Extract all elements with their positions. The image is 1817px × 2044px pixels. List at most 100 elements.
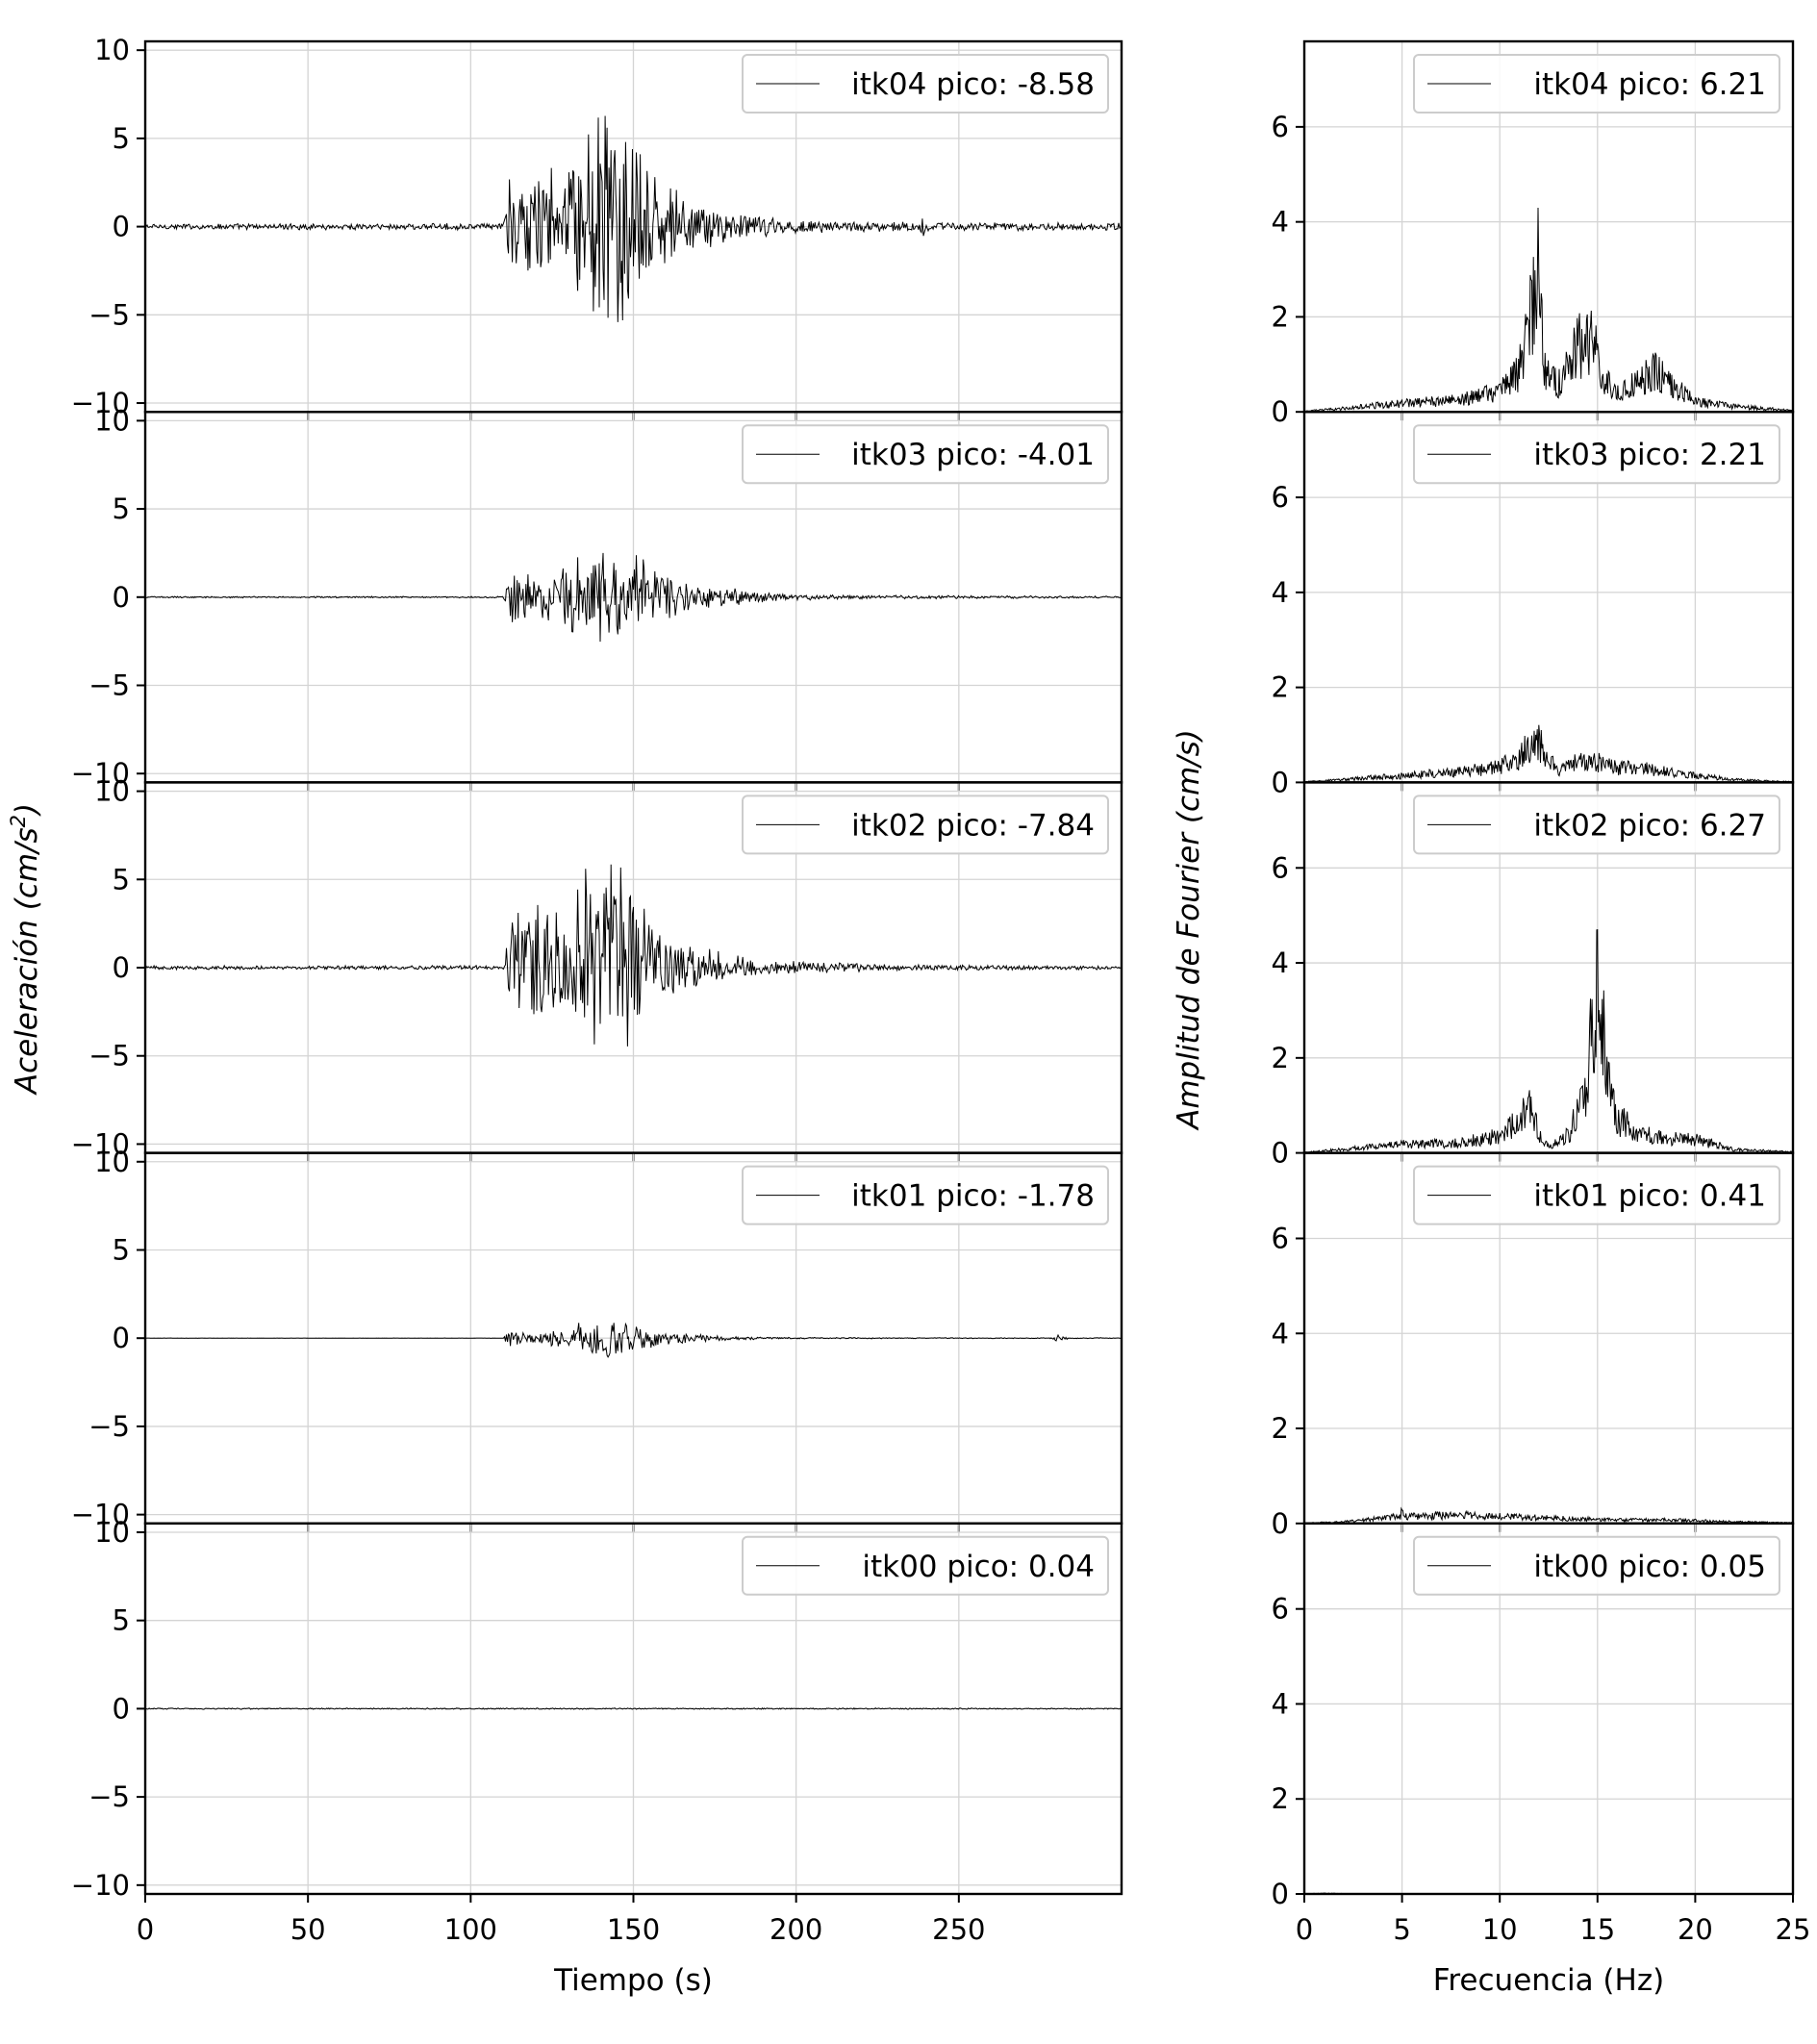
x-tick-label: 250	[932, 1913, 985, 1946]
waveform-line-itk02	[144, 864, 1122, 1047]
y-tick-label: 0	[1272, 1137, 1289, 1170]
legend-itk00: itk00 pico: 0.04	[742, 1535, 1109, 1596]
x-tick-label: 50	[290, 1913, 326, 1946]
legend-itk02: itk02 pico: 6.27	[1413, 795, 1780, 855]
spectrum-subplot-itk03: 0 2 4 6 itk03 pico: 2.21	[1272, 411, 1795, 798]
x-tick-label: 15	[1579, 1913, 1615, 1946]
y-tick-label: −5	[88, 1780, 130, 1813]
waveform-line-itk03	[144, 552, 1122, 643]
y-tick-label: −10	[71, 1499, 130, 1531]
y-tick-label: 0	[1272, 1507, 1289, 1540]
y-tick-label: 10	[94, 34, 130, 66]
y-tick-label: 4	[1272, 1317, 1289, 1350]
legend-label-itk00: itk00 pico: 0.05	[1533, 1550, 1766, 1584]
y-tick-label: 10	[94, 775, 130, 808]
axes-frame	[1302, 1522, 1795, 1896]
y-tick-label: 2	[1272, 1042, 1289, 1074]
y-tick-label: 6	[1272, 851, 1289, 884]
legend-label-itk03: itk03 pico: -4.01	[851, 438, 1095, 472]
x-tick-label: 200	[770, 1913, 822, 1946]
legend-itk04: itk04 pico: 6.21	[1413, 54, 1780, 114]
legend-label-itk01: itk01 pico: 0.41	[1533, 1179, 1766, 1214]
legend-itk03: itk03 pico: -4.01	[742, 424, 1109, 485]
subplots: −10 −5 0 5 10 itk04 pico: -8.58 −10 −5 0 5 10 itk03…	[7, 34, 1810, 1998]
y-tick-label: 2	[1272, 671, 1289, 704]
legend-itk04: itk04 pico: -8.58	[742, 54, 1109, 114]
x-tick-label: 25	[1776, 1913, 1811, 1946]
y-axis-title-waveforms: Aceleración (cm/s2)	[7, 803, 44, 1096]
y-tick-label: 6	[1272, 111, 1289, 143]
ylabel-close: )	[10, 803, 44, 817]
legend-box	[742, 1535, 1109, 1596]
y-tick-label: 10	[94, 404, 130, 437]
waveform-line-itk01	[144, 1322, 1122, 1358]
legend-box	[1413, 1165, 1780, 1225]
x-tick-label: 20	[1678, 1913, 1713, 1946]
waveform-subplot-itk04: −10 −5 0 5 10 itk04 pico: -8.58	[71, 34, 1123, 421]
legend-box	[1413, 795, 1780, 855]
legend-box	[1413, 54, 1780, 114]
legend-label-itk04: itk04 pico: -8.58	[851, 67, 1095, 102]
y-tick-label: −10	[71, 1869, 130, 1902]
y-tick-label: 6	[1272, 1222, 1289, 1254]
y-tick-label: 0	[1272, 1878, 1289, 1910]
y-tick-label: −5	[88, 298, 130, 331]
legend-box	[742, 54, 1109, 114]
x-tick-label: 150	[607, 1913, 660, 1946]
y-tick-label: −10	[71, 387, 130, 419]
legend-itk03: itk03 pico: 2.21	[1413, 424, 1780, 485]
y-tick-label: 0	[1272, 766, 1289, 798]
y-tick-label: 6	[1272, 481, 1289, 514]
y-tick-label: 0	[113, 581, 130, 614]
y-tick-label: 6	[1272, 1593, 1289, 1626]
spectrum-line-itk01	[1303, 1506, 1793, 1525]
y-tick-label: 4	[1272, 206, 1289, 239]
waveform-subplot-itk03: −10 −5 0 5 10 itk03 pico: -4.01	[71, 404, 1123, 792]
y-tick-label: 10	[94, 1146, 130, 1178]
y-tick-label: 5	[113, 492, 130, 525]
y-tick-label: 0	[113, 951, 130, 984]
spectrum-line-itk03	[1303, 724, 1794, 783]
legend-label-itk00: itk00 pico: 0.04	[862, 1550, 1095, 1584]
legend-label-itk01: itk01 pico: -1.78	[851, 1179, 1095, 1214]
legend-label-itk02: itk02 pico: 6.27	[1533, 808, 1766, 843]
y-tick-label: 4	[1272, 946, 1289, 979]
ylabel-superscript: 2	[7, 815, 30, 827]
legend-label-itk04: itk04 pico: 6.21	[1533, 67, 1766, 102]
y-tick-label: 2	[1272, 1782, 1289, 1815]
y-tick-label: 10	[94, 1516, 130, 1549]
legend-box	[742, 1165, 1109, 1225]
y-tick-label: 2	[1272, 300, 1289, 333]
y-axis-title-spectra: Amplitud de Fourier (cm/s)	[1172, 729, 1206, 1131]
spectrum-line-itk02	[1303, 928, 1794, 1153]
legend-label-itk02: itk02 pico: -7.84	[851, 808, 1095, 843]
x-tick-label: 5	[1393, 1913, 1410, 1946]
waveform-line-itk00	[144, 1706, 1122, 1710]
y-tick-label: 5	[113, 1604, 130, 1637]
waveform-subplot-itk01: −10 −5 0 5 10 itk01 pico: -1.78	[71, 1146, 1123, 1532]
y-tick-label: 4	[1272, 576, 1289, 609]
legend-itk01: itk01 pico: -1.78	[742, 1165, 1109, 1225]
y-tick-label: −10	[71, 757, 130, 790]
y-tick-label: −10	[71, 1127, 130, 1160]
y-tick-label: 5	[113, 1233, 130, 1266]
waveform-line-itk04	[144, 115, 1122, 322]
x-tick-label: 100	[444, 1913, 497, 1946]
y-tick-label: 2	[1272, 1412, 1289, 1445]
x-tick-label: 0	[137, 1913, 154, 1946]
y-tick-label: −5	[88, 1410, 130, 1443]
y-tick-label: 0	[113, 211, 130, 243]
legend-box	[1413, 1535, 1780, 1596]
y-tick-label: 5	[113, 863, 130, 896]
legend-box	[1413, 424, 1780, 485]
y-tick-label: −5	[88, 669, 130, 702]
spectrum-line-itk04	[1303, 207, 1794, 413]
legend-box	[742, 424, 1109, 485]
y-tick-label: −5	[88, 1040, 130, 1072]
spectrum-subplot-itk00: 0 2 4 6 0 5 10 15 20 25 itk00 pico: 0.05	[1272, 1522, 1811, 1946]
y-tick-label: 4	[1272, 1687, 1289, 1720]
x-tick-label: 10	[1482, 1913, 1518, 1946]
